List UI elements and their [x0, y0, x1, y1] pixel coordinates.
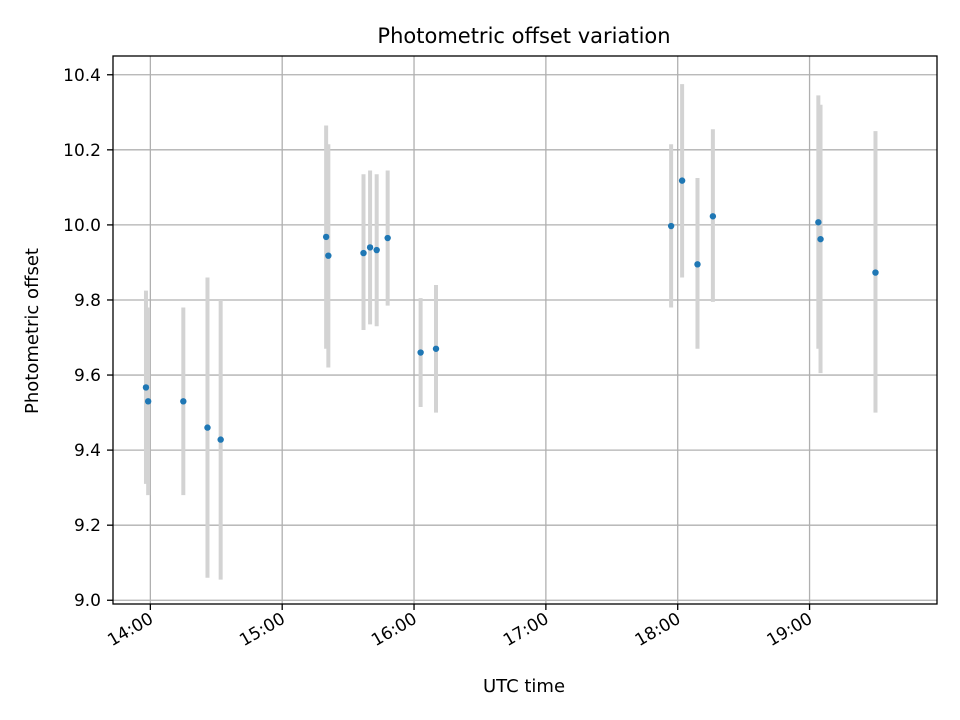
y-tick-label: 9.6 [74, 366, 101, 386]
y-axis-label: Photometric offset [22, 248, 43, 414]
x-tick-label: 17:00 [500, 609, 552, 651]
data-point [180, 398, 187, 405]
x-tick-label: 18:00 [632, 609, 684, 651]
data-point [144, 398, 152, 405]
x-axis-label: UTC time [483, 676, 565, 697]
data-point [373, 246, 380, 254]
y-tick-label: 9.0 [74, 591, 101, 611]
data-point [709, 213, 717, 220]
x-tick-label: 16:00 [368, 609, 420, 651]
data-point [872, 269, 879, 276]
errorbar-layer [143, 84, 878, 580]
chart-title: Photometric offset variation [377, 24, 670, 48]
y-tick-label: 10.4 [63, 66, 101, 86]
data-point [678, 177, 686, 184]
data-point [204, 424, 211, 431]
point-layer [142, 177, 879, 443]
data-point [817, 235, 824, 243]
plot-frame [112, 55, 938, 605]
data-point [417, 349, 424, 356]
data-point [325, 252, 332, 259]
data-point [694, 261, 701, 268]
grid-layer [113, 56, 937, 604]
data-point [142, 384, 150, 391]
y-tick-label: 9.8 [74, 291, 101, 311]
y-tick-label: 9.4 [74, 441, 101, 461]
data-point [360, 249, 367, 257]
data-point [815, 219, 822, 226]
y-tick-label: 10.2 [63, 141, 101, 161]
data-point [322, 233, 330, 241]
y-tick-label: 10.0 [63, 216, 101, 236]
data-point [366, 244, 374, 251]
x-tick-label: 19:00 [764, 609, 816, 651]
y-tick-label: 9.2 [74, 516, 101, 536]
axis-layer: 14:00 15:00 16:00 17:00 18:00 19:00 9.0 9.2 9.4 9… [63, 66, 816, 651]
data-point [217, 436, 224, 443]
x-tick-label: 15:00 [236, 609, 288, 651]
data-point [667, 222, 675, 230]
x-tick-label: 14:00 [104, 609, 156, 651]
data-point [384, 234, 391, 242]
data-point [432, 345, 440, 352]
